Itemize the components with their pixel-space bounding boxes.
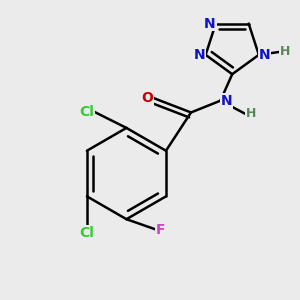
Text: H: H	[245, 107, 256, 120]
Text: H: H	[279, 45, 290, 58]
Text: N: N	[194, 48, 206, 62]
Text: N: N	[220, 94, 232, 108]
Text: F: F	[156, 223, 165, 236]
Text: Cl: Cl	[79, 105, 94, 119]
Text: O: O	[141, 91, 153, 105]
Text: N: N	[204, 16, 216, 31]
Text: Cl: Cl	[80, 226, 94, 240]
Text: N: N	[259, 48, 270, 62]
